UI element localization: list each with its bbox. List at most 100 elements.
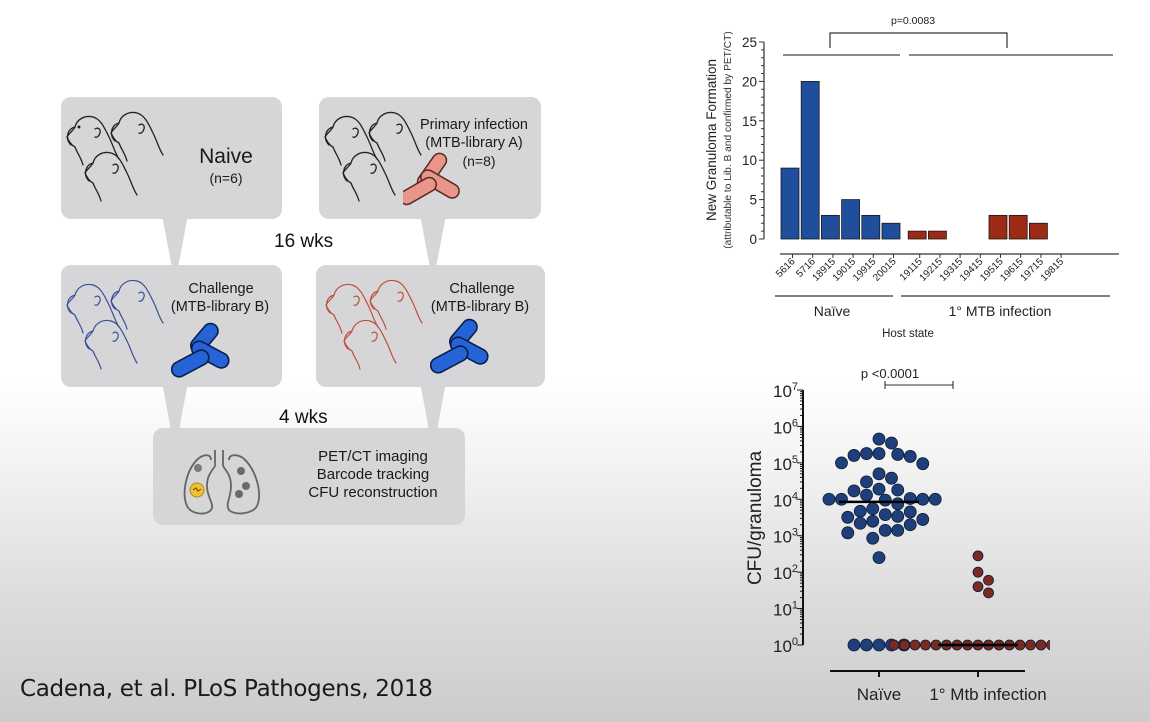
bar bbox=[988, 214, 1008, 240]
dot-y-tick-label: 103 bbox=[773, 527, 798, 547]
readout-line2: Barcode tracking bbox=[316, 466, 430, 483]
data-point bbox=[888, 639, 900, 651]
bar-y-tick-label: 15 bbox=[742, 114, 757, 129]
citation: Cadena, et al. PLoS Pathogens, 2018 bbox=[20, 676, 433, 702]
primary-line3: (n=8) bbox=[462, 153, 496, 169]
dot-y-axis: 100 101 102 103 104 105 106 107 bbox=[773, 381, 954, 656]
data-point bbox=[860, 638, 873, 652]
data-point bbox=[885, 471, 898, 485]
data-point bbox=[866, 531, 880, 545]
data-point bbox=[872, 467, 886, 481]
bar-x-tick-label: 20015 bbox=[871, 256, 899, 284]
bar-y-tick-label: 20 bbox=[742, 74, 757, 89]
dot-y-tick-label: 105 bbox=[773, 454, 798, 474]
data-point bbox=[891, 523, 905, 537]
bacteria-blue-icon bbox=[430, 318, 489, 374]
data-point bbox=[847, 449, 861, 462]
bar-y-tick-label: 5 bbox=[749, 193, 757, 208]
cfu-dot-plot: 100 101 102 103 104 105 106 107 Naïve 1° Mtb inf… bbox=[745, 366, 1050, 704]
data-point bbox=[903, 450, 917, 463]
naive-title: Naive bbox=[199, 145, 253, 168]
data-point bbox=[899, 639, 910, 651]
dot-series bbox=[822, 432, 1050, 652]
data-point bbox=[928, 492, 942, 506]
bar bbox=[1029, 222, 1048, 240]
data-point bbox=[891, 483, 905, 497]
data-point bbox=[872, 432, 886, 446]
significance-bracket bbox=[829, 32, 1008, 48]
connector-primary bbox=[420, 215, 446, 270]
bar-y-tick-label: 0 bbox=[749, 232, 757, 247]
bar-p-value: p=0.0083 bbox=[891, 15, 935, 27]
data-point bbox=[872, 638, 886, 652]
readout-line3: CFU reconstruction bbox=[308, 484, 438, 501]
data-point bbox=[891, 509, 905, 523]
data-point bbox=[872, 551, 886, 565]
data-point bbox=[878, 523, 892, 537]
challenge-naive-line1: Challenge bbox=[188, 281, 254, 297]
bar bbox=[928, 230, 947, 240]
lungs-icon bbox=[183, 450, 260, 515]
dot-y-tick-label: 100 bbox=[773, 636, 798, 656]
data-point bbox=[983, 587, 994, 599]
bar bbox=[800, 81, 820, 240]
group-label-naive: Naïve bbox=[814, 303, 851, 319]
data-point bbox=[891, 497, 905, 511]
monkey-heads-icon bbox=[66, 111, 164, 202]
data-point bbox=[1025, 639, 1036, 651]
naive-count: (n=6) bbox=[209, 170, 243, 186]
group-label-mtb: 1° MTB infection bbox=[949, 303, 1052, 319]
dot-p-value: p <0.0001 bbox=[861, 366, 919, 381]
bar-y-axis-sublabel: (attributable to Lib. B and confirmed by… bbox=[723, 31, 734, 248]
data-point bbox=[853, 516, 867, 530]
data-point bbox=[860, 488, 873, 502]
bar bbox=[821, 214, 840, 240]
challenge-primary-box: Challenge (MTB-library B) bbox=[316, 265, 545, 387]
bar-y-tick-label: 10 bbox=[742, 153, 757, 168]
dot-y-tick-label: 104 bbox=[773, 490, 798, 510]
bacteria-icon bbox=[403, 152, 460, 206]
data-point bbox=[1046, 639, 1050, 651]
bar-y-axis-label: New Granuloma Formation bbox=[704, 59, 719, 221]
monkey-heads-icon bbox=[324, 111, 422, 202]
dot-y-tick-label: 102 bbox=[773, 563, 798, 583]
data-point bbox=[972, 566, 984, 578]
bar-x-axis-label: Host state bbox=[882, 328, 934, 340]
bar-x-tick-label: 5616 bbox=[774, 256, 798, 280]
challenge-naive-line2: (MTB-library B) bbox=[170, 299, 270, 315]
dot-y-tick-label: 106 bbox=[773, 417, 798, 437]
data-point bbox=[822, 492, 836, 506]
dot-x-axis: Naïve 1° Mtb infection bbox=[830, 670, 1047, 704]
data-point bbox=[878, 508, 892, 521]
interval-4-weeks: 4 wks bbox=[279, 407, 328, 428]
data-point bbox=[916, 492, 930, 506]
data-point bbox=[903, 518, 917, 532]
data-point bbox=[872, 482, 886, 496]
data-point bbox=[860, 475, 873, 489]
data-point bbox=[916, 457, 930, 471]
data-point bbox=[1035, 639, 1047, 651]
challenge-primary-line2: (MTB-library B) bbox=[430, 299, 530, 315]
data-point bbox=[878, 493, 892, 507]
interval-16-weeks: 16 wks bbox=[274, 231, 334, 252]
data-point bbox=[920, 639, 931, 651]
bar bbox=[881, 222, 901, 240]
bar-y-tick-label: 25 bbox=[742, 35, 757, 50]
primary-line2: (MTB-library A) bbox=[425, 135, 523, 151]
bar bbox=[1008, 214, 1028, 240]
primary-line1: Primary infection bbox=[420, 117, 528, 133]
connector-naive bbox=[162, 215, 188, 270]
readout-box: PET/CT imaging Barcode tracking CFU reco… bbox=[153, 428, 465, 525]
data-point bbox=[841, 510, 855, 524]
bar bbox=[907, 230, 927, 240]
dot-x-tick-label: Naïve bbox=[857, 685, 901, 704]
dot-y-tick-label: 107 bbox=[773, 381, 798, 401]
bar-x-tick-label: 19815 bbox=[1039, 256, 1067, 284]
data-point bbox=[835, 456, 848, 470]
bar bbox=[841, 199, 860, 240]
data-point bbox=[885, 436, 898, 450]
data-point bbox=[891, 448, 905, 461]
monkey-heads-blue-icon bbox=[66, 279, 164, 370]
